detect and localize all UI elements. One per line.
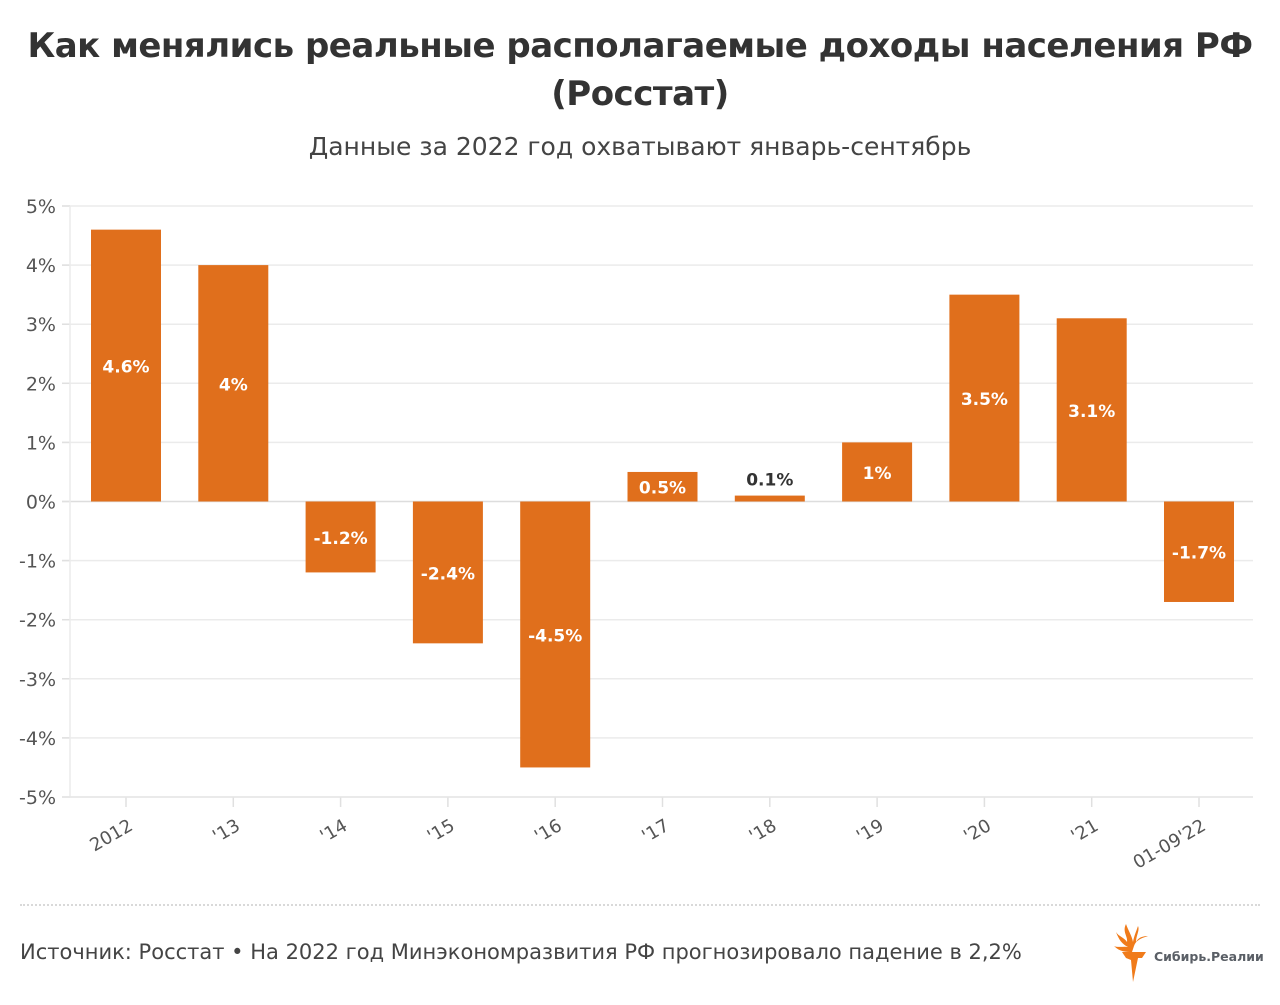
- torch-icon: [1114, 924, 1148, 982]
- x-tick-label: 01-09'22: [1130, 815, 1210, 873]
- data-label: -1.7%: [1172, 544, 1226, 564]
- bar: [412, 501, 483, 644]
- data-label: 4%: [219, 375, 248, 395]
- bar: [734, 495, 805, 502]
- y-tick-label: 3%: [26, 314, 56, 336]
- y-tick-label: 4%: [26, 255, 56, 277]
- footer-divider: [20, 904, 1260, 906]
- data-label: 3.1%: [1068, 402, 1115, 422]
- y-tick-label: 2%: [26, 373, 56, 395]
- x-tick-label: '18: [746, 815, 781, 847]
- y-tick-label: 0%: [26, 492, 56, 514]
- x-tick-label: 2012: [86, 815, 136, 856]
- bar: [1056, 318, 1127, 502]
- y-axis: 5% 4% 3% 2% 1% 0% -1% -2% -3% -4% -5%: [19, 196, 71, 809]
- y-tick-label: -5%: [19, 787, 56, 809]
- bar: [1164, 501, 1234, 602]
- x-tick-label: '15: [424, 815, 459, 847]
- x-axis: 2012 '13 '14 '15 '16 '17 '18 '19 '20 '21 01-09'22: [62, 796, 1253, 873]
- y-tick-label: -2%: [19, 610, 56, 632]
- bar: [305, 501, 376, 573]
- x-tick-label: '16: [531, 815, 566, 847]
- data-label: 3.5%: [961, 390, 1008, 410]
- publisher-logo: Сибирь.Реалии: [1112, 922, 1264, 982]
- data-label: -2.4%: [421, 564, 475, 584]
- data-label: -1.2%: [313, 529, 367, 549]
- y-tick-label: -4%: [19, 728, 56, 750]
- bar-chart: 5% 4% 3% 2% 1% 0% -1% -2% -3% -4% -5% 4.6% 4% -1.2% -…: [19, 196, 1253, 873]
- data-label: 4.6%: [102, 358, 149, 378]
- bar: [91, 229, 161, 502]
- x-tick-label: '21: [1068, 815, 1103, 847]
- chart-subtitle: Данные за 2022 год охватывают январь-сен…: [308, 132, 972, 161]
- x-tick-label: '19: [853, 815, 888, 847]
- bar: [198, 265, 269, 502]
- data-label: -4.5%: [528, 626, 582, 646]
- bar: [842, 442, 913, 502]
- chart-title-line-2: (Росстат): [551, 74, 729, 114]
- x-tick-label: '20: [960, 815, 995, 847]
- x-tick-label: '13: [209, 815, 244, 847]
- bars: [91, 229, 1234, 768]
- x-tick-label: '14: [316, 815, 351, 847]
- y-tick-label: -3%: [19, 669, 56, 691]
- chart-title: Как менялись реальные располагаемые дохо…: [0, 22, 1280, 118]
- bar: [520, 501, 591, 768]
- bar: [627, 471, 698, 502]
- data-labels: 4.6% 4% -1.2% -2.4% -4.5% 0.5% 0.1% 1% 3.5% 3.1% -…: [102, 358, 1226, 647]
- data-label: 1%: [863, 464, 892, 484]
- data-label: 0.5%: [639, 479, 686, 499]
- data-label: 0.1%: [746, 471, 793, 491]
- chart-title-line-1: Как менялись реальные располагаемые дохо…: [27, 26, 1253, 66]
- y-tick-label: 1%: [26, 432, 56, 454]
- x-tick-label: '17: [638, 815, 673, 847]
- logo-text: Сибирь.Реалии: [1154, 948, 1264, 964]
- bar: [949, 294, 1020, 502]
- source-note: Источник: Росстат • На 2022 год Минэконо…: [20, 940, 1022, 964]
- y-tick-label: 5%: [26, 196, 56, 218]
- y-tick-label: -1%: [19, 551, 56, 573]
